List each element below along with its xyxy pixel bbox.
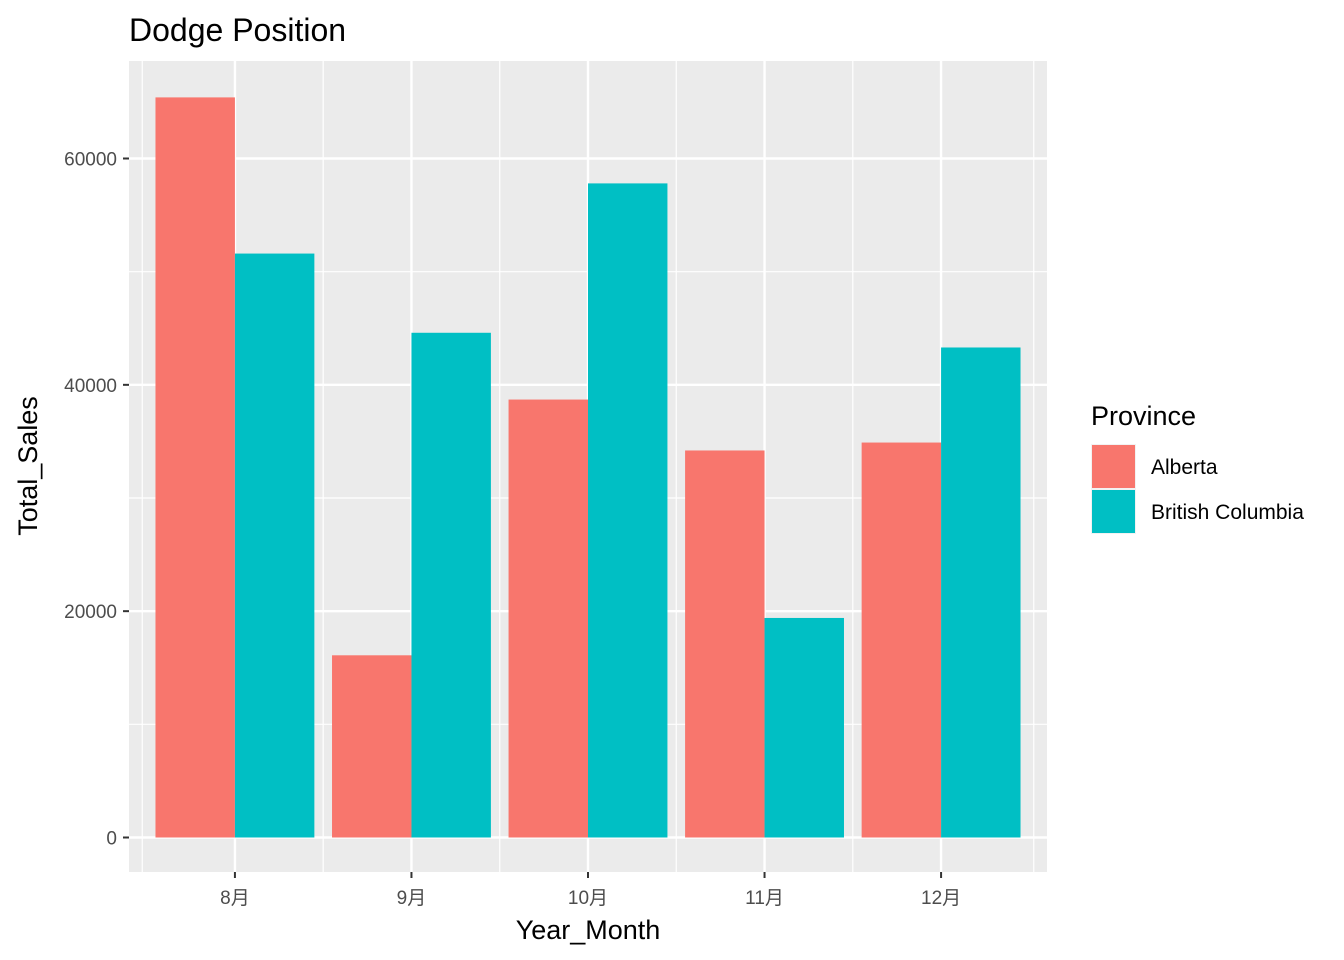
x-axis-title: Year_Month bbox=[516, 915, 661, 945]
x-tick-label: 10月 bbox=[568, 888, 608, 909]
y-tick-label: 40000 bbox=[64, 376, 117, 397]
x-tick-label: 9月 bbox=[397, 888, 427, 909]
bar-alberta bbox=[508, 399, 588, 838]
bar-british-columbia bbox=[764, 617, 844, 838]
legend-title: Province bbox=[1091, 401, 1196, 431]
bar-alberta bbox=[332, 655, 412, 838]
y-tick-label: 60000 bbox=[64, 150, 117, 171]
legend-label: British Columbia bbox=[1151, 501, 1304, 524]
bar-british-columbia bbox=[234, 253, 315, 838]
bar-british-columbia bbox=[941, 347, 1021, 838]
bar-alberta bbox=[155, 97, 235, 838]
legend-key-swatch bbox=[1092, 490, 1135, 533]
y-axis: 0 20000 40000 60000 bbox=[64, 150, 129, 850]
x-tick-label: 8月 bbox=[220, 888, 250, 909]
x-axis: 8月 9月 10月 11月 12月 bbox=[220, 872, 961, 909]
bar-alberta bbox=[685, 450, 765, 838]
legend-items: Alberta British Columbia bbox=[1091, 444, 1304, 534]
x-tick-label: 12月 bbox=[921, 888, 961, 909]
y-tick-label: 0 bbox=[106, 829, 117, 850]
legend: Province Alberta British Columbia bbox=[1091, 401, 1304, 534]
bar-british-columbia bbox=[588, 183, 668, 838]
bar-british-columbia bbox=[411, 332, 491, 838]
legend-key-swatch bbox=[1092, 445, 1135, 488]
y-axis-title: Total_Sales bbox=[13, 396, 43, 536]
y-tick-label: 20000 bbox=[64, 602, 117, 623]
x-tick-label: 11月 bbox=[745, 888, 784, 909]
legend-label: Alberta bbox=[1151, 456, 1218, 479]
bar-alberta bbox=[861, 442, 942, 838]
chart-title: Dodge Position bbox=[129, 12, 346, 48]
bars bbox=[155, 97, 1021, 838]
